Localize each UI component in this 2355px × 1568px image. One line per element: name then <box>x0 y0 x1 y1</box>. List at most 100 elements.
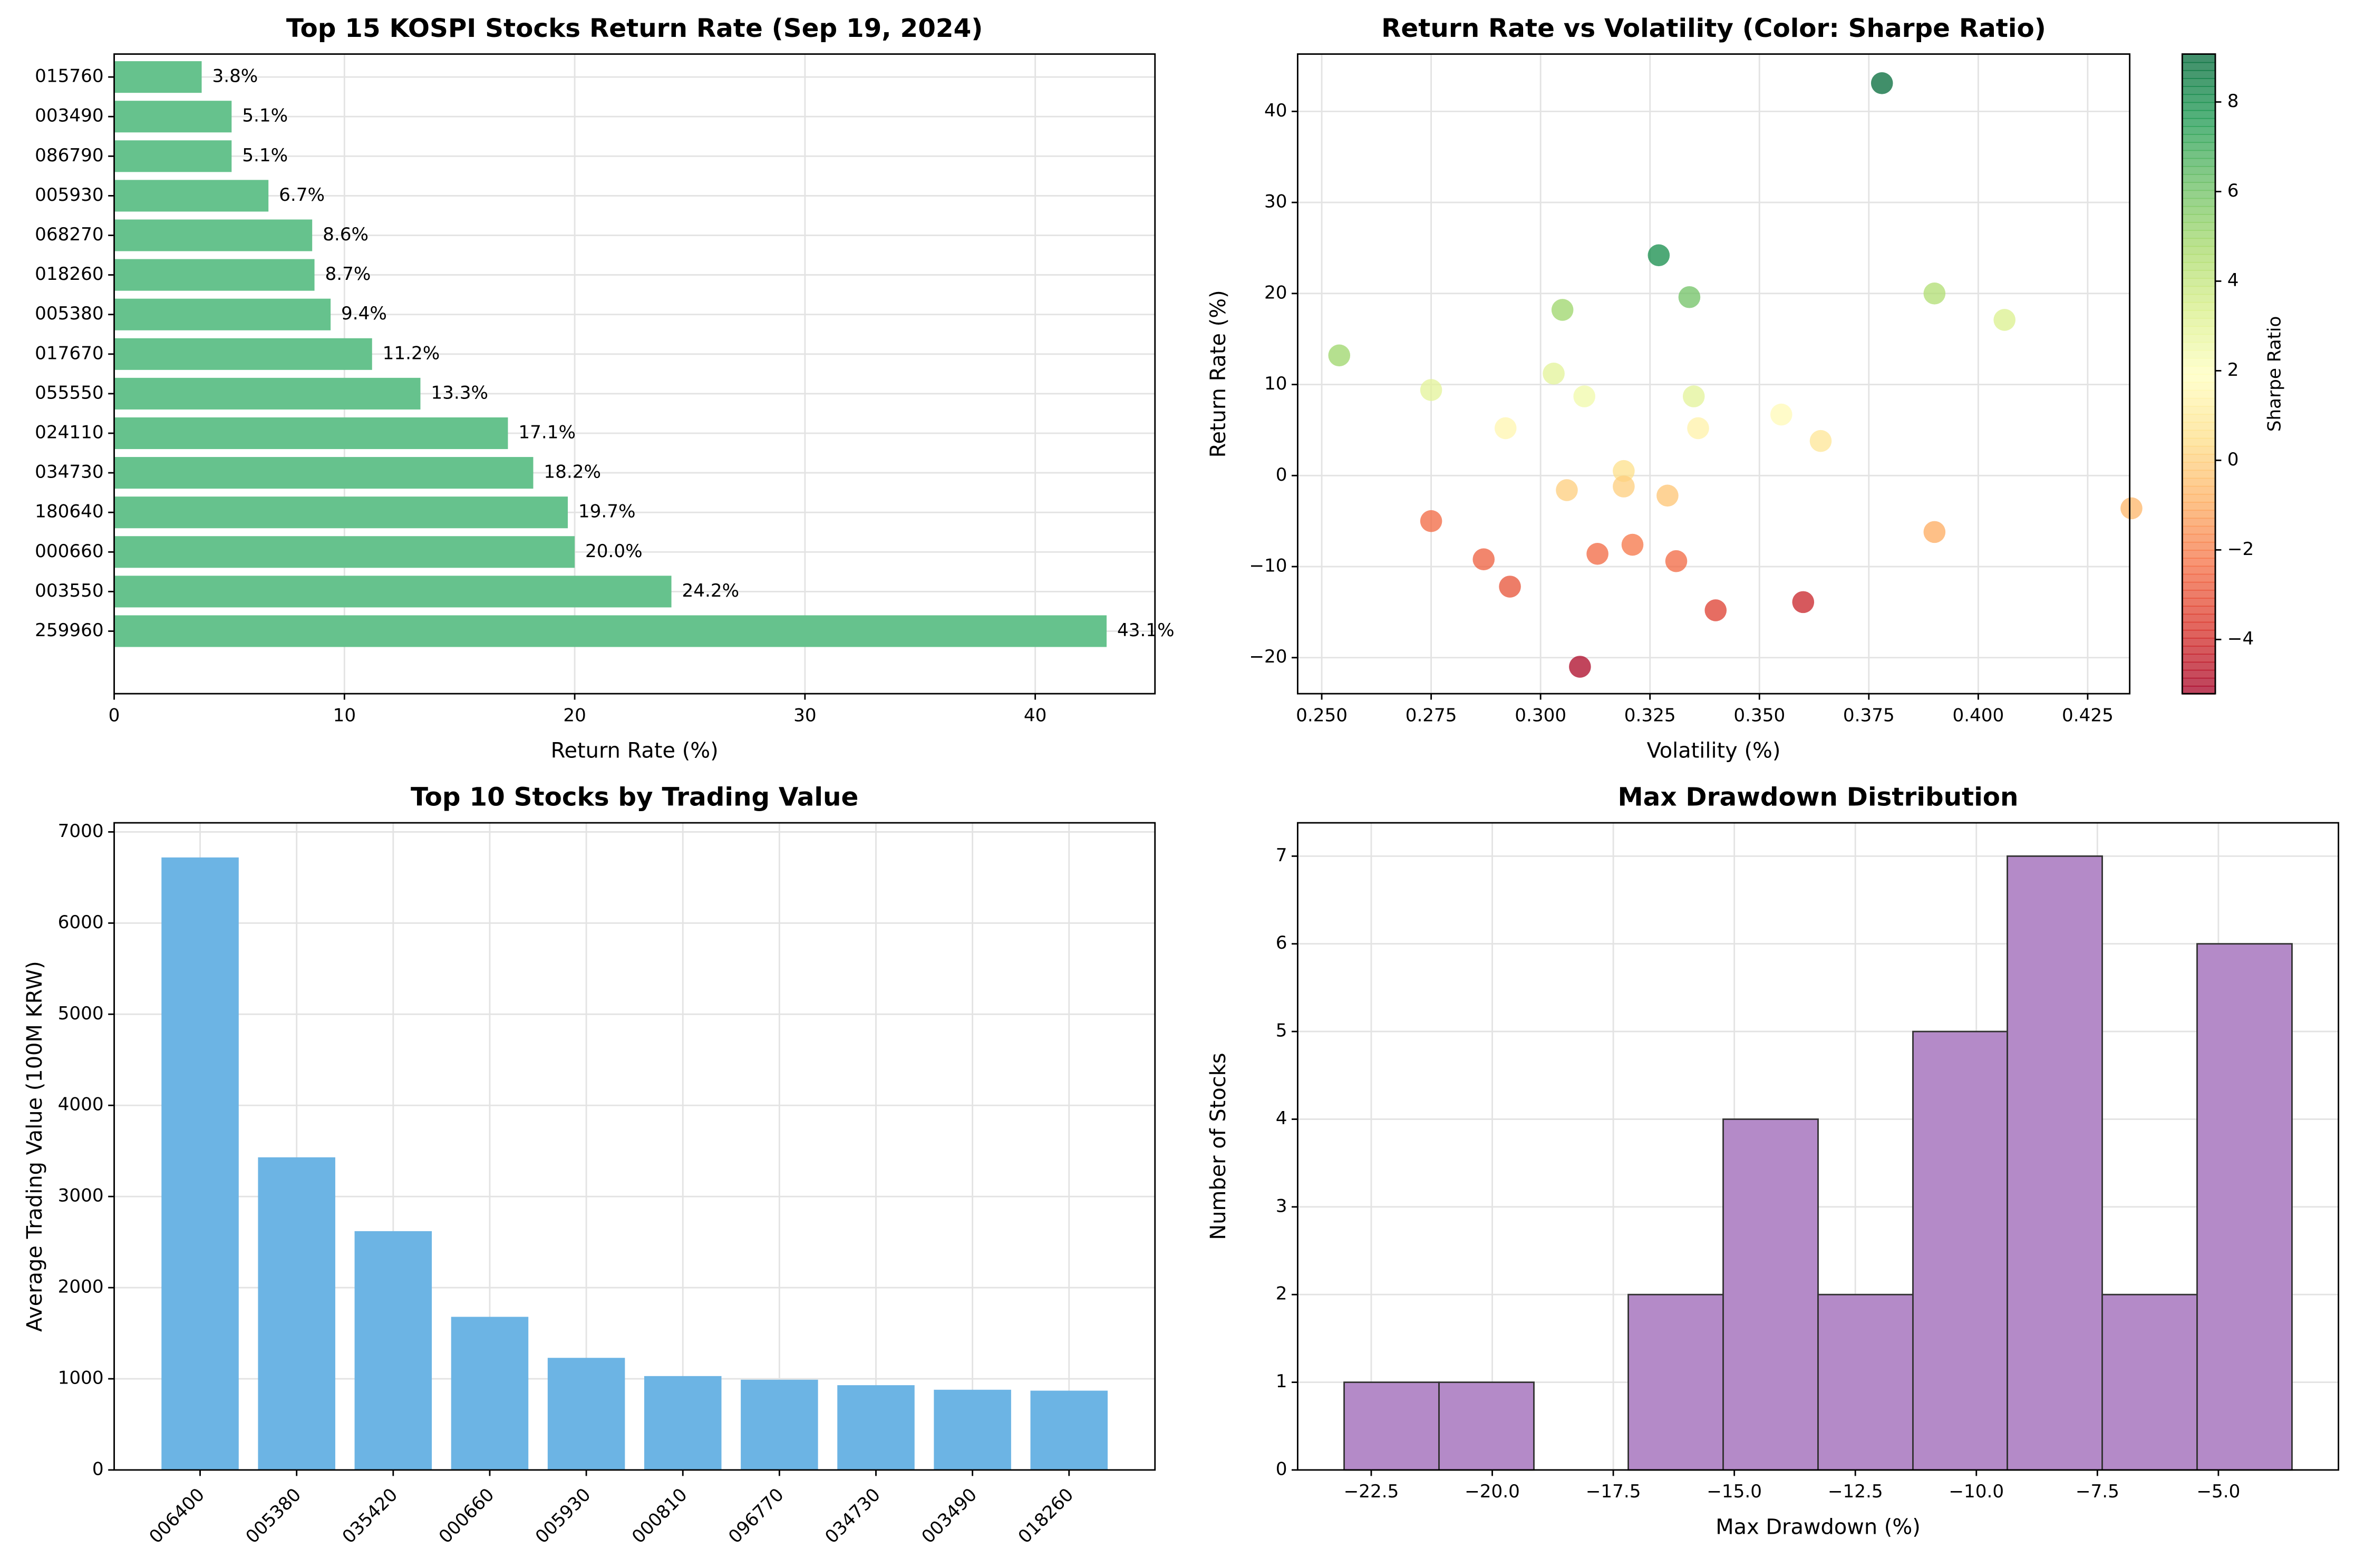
scatter-point <box>1871 72 1893 94</box>
colorbar-segment <box>2182 278 2216 287</box>
bar <box>114 61 202 93</box>
bar <box>114 259 315 291</box>
colorbar-segment <box>2182 566 2216 575</box>
colorbar-segment <box>2182 301 2216 311</box>
colorbar-segment <box>2182 629 2216 639</box>
x-axis-label: Return Rate (%) <box>551 739 719 763</box>
x-tick-label: 000660 <box>435 1484 499 1548</box>
y-tick-label: 086790 <box>35 145 103 166</box>
x-tick-label: 0.275 <box>1406 705 1457 726</box>
y-tick-label: 005380 <box>35 303 103 324</box>
histogram-bar <box>1722 1118 1819 1471</box>
y-tick-label: 259960 <box>35 620 103 641</box>
y-tick-label: 40 <box>1264 100 1287 121</box>
colorbar-segment <box>2182 342 2216 351</box>
scatter-point <box>1923 521 1946 543</box>
colorbar-segment <box>2182 318 2216 327</box>
x-tick-label: 40 <box>1024 705 1046 726</box>
y-tick-label: 1 <box>1276 1371 1287 1392</box>
scatter-point <box>1472 548 1495 570</box>
y-tick-label: 6000 <box>58 912 104 933</box>
colorbar-segment <box>2182 414 2216 423</box>
colorbar-segment <box>2182 254 2216 263</box>
colorbar-segment <box>2182 437 2216 447</box>
scatter-point <box>1621 533 1644 556</box>
colorbar-segment <box>2182 142 2216 151</box>
colorbar-segment <box>2182 261 2216 271</box>
colorbar-segment <box>2182 669 2216 679</box>
colorbar-segment <box>2182 206 2216 215</box>
colorbar-segment <box>2182 445 2216 455</box>
colorbar-segment <box>2182 637 2216 647</box>
x-tick-label: 0.300 <box>1515 705 1566 726</box>
colorbar-segment <box>2182 126 2216 135</box>
colorbar-segment <box>2182 573 2216 583</box>
colorbar-segment <box>2182 430 2216 439</box>
colorbar-segment <box>2182 54 2216 63</box>
y-tick-label: 3 <box>1276 1195 1287 1216</box>
bar <box>114 298 331 330</box>
colorbar-segment <box>2182 685 2216 695</box>
scatter-point <box>1569 656 1591 678</box>
chart-title: Top 10 Stocks by Trading Value <box>411 783 858 812</box>
colorbar-frame <box>2181 53 2216 695</box>
y-tick-label: 005930 <box>35 184 103 206</box>
bar <box>258 1157 335 1470</box>
x-tick-label: −22.5 <box>1344 1481 1399 1502</box>
colorbar-segment <box>2182 230 2216 239</box>
x-tick-label: −12.5 <box>1828 1481 1883 1502</box>
x-tick-label: 30 <box>793 705 816 726</box>
x-tick-label: −17.5 <box>1586 1481 1641 1502</box>
data-label: 3.8% <box>212 66 258 87</box>
colorbar-segment <box>2182 182 2216 191</box>
histogram-bar <box>1438 1381 1535 1471</box>
scatter-point <box>1543 363 1565 385</box>
axes-frame <box>1296 822 2340 1471</box>
colorbar-segment <box>2182 613 2216 623</box>
scatter-point <box>1613 460 1635 482</box>
colorbar-segment <box>2182 246 2216 255</box>
x-tick-label: 0.350 <box>1733 705 1785 726</box>
y-tick-label: 015760 <box>35 66 103 87</box>
x-tick-label: −5.0 <box>2196 1481 2240 1502</box>
x-tick-label: 10 <box>333 705 356 726</box>
scatter-point <box>1656 484 1679 507</box>
colorbar-segment <box>2182 677 2216 687</box>
bar <box>114 338 372 370</box>
histogram-bar <box>2196 943 2293 1471</box>
y-tick-label: 0 <box>1276 464 1287 485</box>
chart-title: Return Rate vs Volatility (Color: Sharpe… <box>1381 14 2046 43</box>
data-label: 5.1% <box>242 145 288 166</box>
bar <box>114 615 1107 647</box>
y-tick-label: 4 <box>1276 1108 1287 1129</box>
bar <box>114 377 421 410</box>
x-tick-label: 0.250 <box>1296 705 1348 726</box>
colorbar-segment <box>2182 589 2216 599</box>
colorbar-segment <box>2182 222 2216 231</box>
bar <box>741 1379 818 1470</box>
data-label: 8.6% <box>323 224 369 245</box>
colorbar-segment <box>2182 94 2216 103</box>
bar <box>837 1385 915 1470</box>
scatter-point <box>1678 286 1701 308</box>
y-tick-label: 180640 <box>35 501 103 522</box>
colorbar-segment <box>2182 366 2216 375</box>
y-tick-label: 7000 <box>58 821 104 842</box>
colorbar-segment <box>2182 502 2216 511</box>
colorbar-tick-label: 8 <box>2227 91 2239 112</box>
histogram-bar <box>2007 855 2103 1471</box>
colorbar-segment <box>2182 118 2216 127</box>
colorbar-segment <box>2182 238 2216 247</box>
axes-frame <box>1296 53 2131 695</box>
scatter-point <box>1420 379 1442 401</box>
x-tick-label: −20.0 <box>1465 1481 1520 1502</box>
scatter-point <box>1923 283 1946 305</box>
y-tick-label: 000660 <box>35 541 103 562</box>
data-label: 18.2% <box>544 462 601 483</box>
bar <box>934 1389 1011 1470</box>
colorbar-segment <box>2182 389 2216 399</box>
y-tick-label: 20 <box>1264 282 1287 303</box>
y-tick-label: 5000 <box>58 1003 104 1024</box>
colorbar-segment <box>2182 358 2216 367</box>
y-tick-label: 018260 <box>35 264 103 285</box>
